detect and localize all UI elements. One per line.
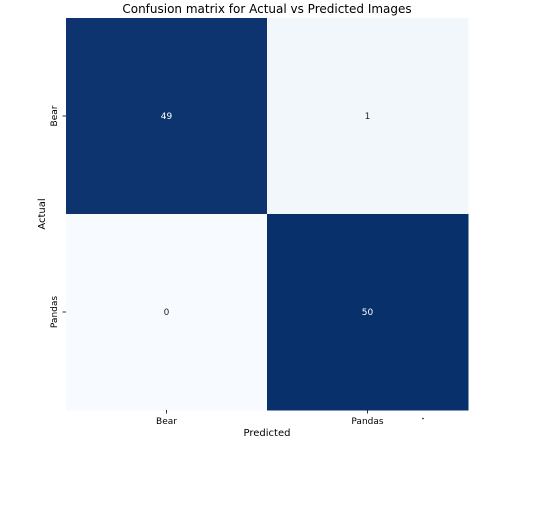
stray-dot (422, 417, 424, 420)
y-axis-label: Actual (37, 198, 48, 229)
heatmap-cell (267, 18, 469, 215)
x-tick-label: Pandas (351, 417, 383, 427)
y-tick-label: Pandas (50, 296, 60, 328)
x-axis-label: Predicted (244, 428, 291, 439)
y-axis-ticks: Bear Pandas (50, 105, 66, 328)
x-axis-ticks: Bear Pandas (156, 410, 384, 427)
cell-value-label: 1 (365, 112, 371, 122)
cell-value-label: 50 (362, 308, 374, 318)
cell-value-label: 0 (164, 308, 170, 318)
x-tick-label: Bear (156, 417, 177, 427)
cell-value-label: 49 (161, 112, 173, 122)
heatmap-cell-labels: 49 1 0 50 (161, 112, 374, 318)
heatmap-cell (66, 214, 268, 411)
heatmap-cell (267, 214, 469, 411)
y-tick-label: Bear (50, 105, 60, 126)
chart-title: Confusion matrix for Actual vs Predicted… (122, 2, 411, 16)
heatmap-cell (66, 18, 268, 215)
heatmap-cells (66, 18, 469, 411)
